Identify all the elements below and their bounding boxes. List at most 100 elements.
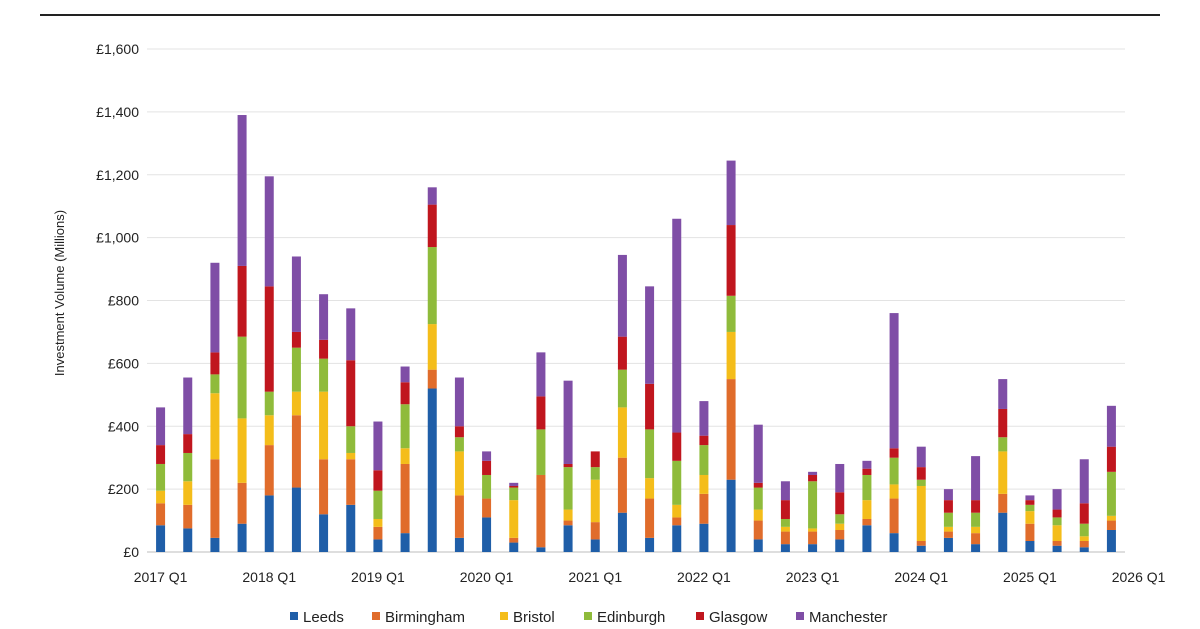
bar-segment bbox=[156, 463, 166, 491]
bar-segment bbox=[237, 336, 247, 419]
bar-segment bbox=[862, 474, 872, 501]
bar-segment bbox=[699, 435, 709, 446]
legend-label: Leeds bbox=[303, 609, 344, 626]
bar-segment bbox=[183, 528, 193, 552]
bar-segment bbox=[971, 526, 981, 534]
bar-segment bbox=[291, 331, 301, 348]
bar-segment bbox=[808, 528, 818, 532]
bar-segment bbox=[753, 520, 763, 540]
bar-segment bbox=[889, 448, 899, 458]
bar-segment bbox=[482, 474, 492, 499]
bar-segment bbox=[237, 523, 247, 552]
bars bbox=[156, 115, 1116, 552]
bar-segment bbox=[482, 451, 492, 461]
bar-segment bbox=[427, 247, 437, 325]
bar-segment bbox=[862, 468, 872, 475]
bar-segment bbox=[753, 509, 763, 521]
bar-segment bbox=[1025, 495, 1035, 501]
bar-segment bbox=[536, 352, 546, 397]
gridlines bbox=[147, 48, 1125, 553]
bar-segment bbox=[319, 294, 329, 340]
bar-segment bbox=[699, 523, 709, 552]
bar-segment bbox=[590, 451, 600, 468]
bar-segment bbox=[373, 526, 383, 540]
bar-segment bbox=[400, 448, 410, 464]
bar-segment bbox=[645, 478, 655, 499]
bar-segment bbox=[346, 308, 356, 361]
bar-segment bbox=[346, 426, 356, 453]
legend-swatch bbox=[372, 612, 380, 620]
bar-segment bbox=[617, 369, 627, 408]
y-tick-label: £200 bbox=[108, 481, 139, 497]
bar-segment bbox=[183, 377, 193, 435]
bar-segment bbox=[780, 518, 790, 527]
bar-segment bbox=[319, 339, 329, 359]
bar-segment bbox=[971, 512, 981, 527]
bar-segment bbox=[916, 545, 926, 552]
bar-segment bbox=[264, 495, 274, 552]
legend-label: Manchester bbox=[809, 609, 887, 626]
bar-segment bbox=[617, 457, 627, 513]
bar-segment bbox=[400, 366, 410, 383]
bar-segment bbox=[998, 512, 1008, 552]
bar-segment bbox=[264, 415, 274, 446]
bar-segment bbox=[536, 547, 546, 552]
bar-segment bbox=[617, 512, 627, 552]
bar-segment bbox=[889, 457, 899, 485]
bar-segment bbox=[971, 544, 981, 552]
legend-label: Birmingham bbox=[385, 609, 465, 626]
bar-segment bbox=[427, 369, 437, 389]
bar-segment bbox=[943, 512, 953, 527]
x-tick-label: 2020 Q1 bbox=[460, 569, 514, 585]
bar-segment bbox=[617, 254, 627, 337]
bar-segment bbox=[1052, 509, 1062, 518]
bar-segment bbox=[590, 539, 600, 552]
bar-segment bbox=[509, 482, 519, 486]
bar-segment bbox=[454, 495, 464, 538]
x-tick-label: 2025 Q1 bbox=[1003, 569, 1057, 585]
bar-segment bbox=[726, 225, 736, 296]
y-tick-label: £0 bbox=[123, 544, 139, 560]
bar-segment bbox=[509, 487, 519, 501]
bar-segment bbox=[454, 377, 464, 427]
bar-segment bbox=[808, 544, 818, 552]
bar-segment bbox=[1106, 520, 1116, 530]
bar-segment bbox=[156, 503, 166, 526]
bar-segment bbox=[563, 463, 573, 468]
bar-segment bbox=[183, 504, 193, 529]
bar-segment bbox=[780, 531, 790, 545]
bar-segment bbox=[156, 407, 166, 446]
x-tick-label: 2017 Q1 bbox=[134, 569, 188, 585]
bar-segment bbox=[726, 379, 736, 480]
bar-segment bbox=[319, 391, 329, 460]
bar-segment bbox=[889, 313, 899, 449]
bar-segment bbox=[509, 500, 519, 538]
bar-segment bbox=[916, 467, 926, 480]
bar-segment bbox=[808, 474, 818, 482]
bar-segment bbox=[672, 218, 682, 433]
bar-segment bbox=[672, 517, 682, 526]
bar-segment bbox=[753, 487, 763, 510]
bar-segment bbox=[862, 525, 872, 552]
bar-segment bbox=[617, 336, 627, 370]
bar-segment bbox=[971, 456, 981, 501]
bar-segment bbox=[726, 160, 736, 226]
bar-segment bbox=[590, 467, 600, 480]
bar-segment bbox=[1106, 515, 1116, 521]
y-axis-ticks: £0 £200 £400 £600 £800 £1,000 £1,200 £1,400 £1,6… bbox=[96, 41, 139, 560]
bar-segment bbox=[210, 537, 220, 552]
bar-segment bbox=[998, 451, 1008, 494]
bar-segment bbox=[998, 408, 1008, 438]
bar-segment bbox=[373, 518, 383, 527]
bar-segment bbox=[156, 490, 166, 504]
bar-segment bbox=[971, 533, 981, 545]
bar-segment bbox=[889, 484, 899, 499]
bar-segment bbox=[264, 286, 274, 392]
bar-segment bbox=[780, 481, 790, 501]
bar-segment bbox=[237, 265, 247, 337]
bar-segment bbox=[1106, 529, 1116, 552]
bar-segment bbox=[291, 487, 301, 552]
legend-label: Bristol bbox=[513, 609, 555, 626]
bar-segment bbox=[536, 429, 546, 475]
